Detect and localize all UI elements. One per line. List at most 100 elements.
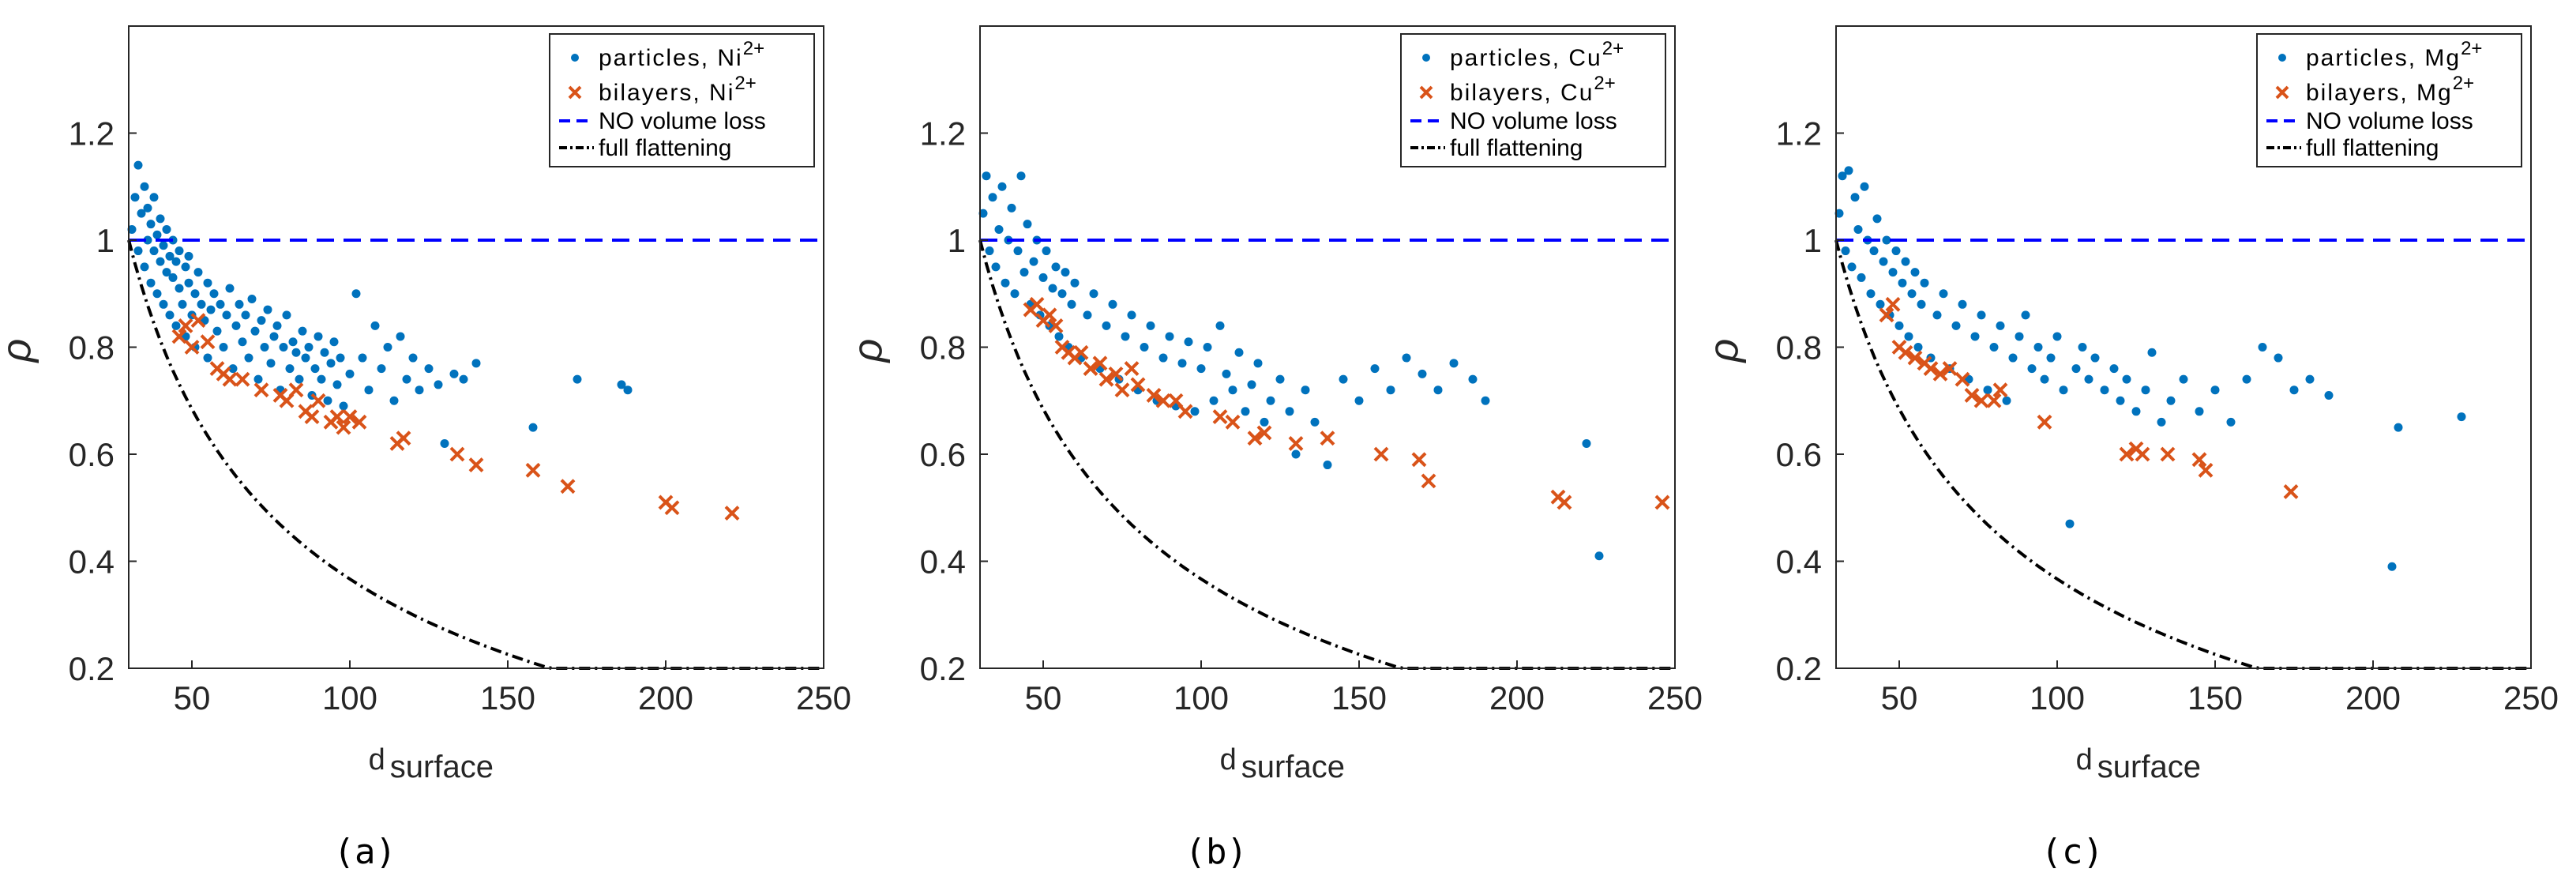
full-flattening-curve — [127, 239, 824, 670]
particle-point — [2179, 374, 2188, 384]
x-axis-label-main: d — [2076, 743, 2093, 777]
particle-point — [1834, 209, 1844, 218]
particle-point — [1418, 369, 1427, 378]
x-axis-label: d surface — [1220, 743, 1345, 784]
bilayer-point — [1654, 495, 1670, 510]
particle-point — [238, 337, 247, 347]
particle-point — [228, 364, 238, 374]
legend-bilayers-marker — [2275, 85, 2289, 100]
particle-point — [985, 246, 994, 256]
bilayer-point — [310, 393, 326, 408]
particle-point — [1067, 299, 1076, 309]
particle-point — [528, 423, 538, 432]
particle-point — [1023, 220, 1032, 229]
particle-point — [434, 380, 443, 389]
particle-point — [1029, 257, 1038, 266]
particle-point — [1266, 396, 1275, 405]
particle-point — [1951, 321, 1961, 330]
particle-point — [997, 182, 1007, 191]
particle-point — [2065, 519, 2075, 528]
y-ticks: 0.2 0.4 0.6 0.8 1 1.2 — [920, 115, 988, 687]
bilayer-point — [222, 371, 238, 387]
particle-point — [140, 182, 149, 191]
particle-point — [1888, 268, 1898, 277]
particle-point — [298, 326, 307, 336]
particle-point — [143, 203, 152, 212]
particle-point — [162, 224, 171, 234]
particle-point — [2387, 562, 2397, 571]
bilayer-point — [1885, 296, 1901, 312]
y-ticks: 0.2 0.4 0.6 0.8 1 1.2 — [69, 115, 137, 687]
particle-point — [329, 337, 339, 347]
particle-point — [1468, 374, 1478, 384]
particle-point — [1841, 246, 1850, 256]
particle-point — [2116, 396, 2125, 405]
particle-point — [266, 359, 276, 368]
bilayer-point — [2191, 452, 2207, 468]
particle-point — [1215, 321, 1225, 330]
legend: particles, Cu2+ bilayers, Cu2+ NO volume… — [1400, 33, 1666, 167]
particle-point — [301, 353, 310, 363]
particle-point — [351, 289, 361, 299]
legend-bilayers-text: bilayers, Ni — [599, 80, 734, 106]
particle-point — [149, 246, 159, 256]
particle-point — [250, 326, 260, 336]
bilayer-point — [2160, 446, 2176, 462]
particle-point — [165, 310, 175, 320]
particles-series — [978, 171, 1604, 561]
particle-point — [231, 321, 241, 330]
particle-point — [1222, 369, 1231, 378]
particle-point — [1898, 278, 1907, 288]
bilayer-point — [1256, 425, 1272, 441]
particle-point — [2457, 412, 2466, 422]
bilayer-point — [1114, 382, 1130, 398]
particle-point — [1847, 262, 1857, 272]
x-tick-label: 100 — [2030, 679, 2085, 716]
particle-point — [314, 332, 323, 341]
bilayer-point — [2198, 462, 2214, 478]
bilayers-series — [171, 313, 740, 521]
bilayer-point — [1029, 296, 1045, 312]
particle-point — [1089, 289, 1098, 299]
particle-point — [241, 310, 250, 320]
y-tick-label: 0.8 — [69, 329, 115, 367]
particle-point — [171, 257, 181, 266]
particle-point — [2166, 396, 2176, 405]
particle-point — [1048, 284, 1057, 293]
particle-point — [1913, 343, 1923, 352]
particle-point — [175, 284, 184, 293]
bilayer-point — [560, 479, 576, 495]
particle-point — [1907, 289, 1917, 299]
bilayer-point — [253, 382, 269, 398]
particle-point — [279, 343, 288, 352]
particle-point — [2071, 364, 2081, 374]
particle-point — [2131, 407, 2141, 416]
bilayers-series — [1023, 296, 1670, 510]
particle-point — [2141, 385, 2150, 395]
particle-point — [1291, 449, 1301, 459]
x-axis-label-sub: surface — [1241, 750, 1345, 784]
particle-point — [1958, 299, 1967, 309]
particle-point — [247, 295, 257, 304]
y-tick-label: 0.2 — [920, 650, 966, 687]
particle-point — [285, 364, 295, 374]
particle-point — [2015, 332, 2024, 341]
particle-point — [1234, 348, 1244, 357]
y-tick-label: 0.8 — [920, 329, 966, 367]
bilayer-point — [2119, 446, 2135, 462]
particle-point — [1939, 289, 1948, 299]
bilayer-point — [1098, 371, 1114, 387]
bilayer-point — [1955, 371, 1970, 387]
particle-point — [1253, 359, 1263, 368]
particle-point — [320, 348, 329, 357]
particle-point — [1872, 214, 1882, 224]
particle-point — [1996, 321, 2005, 330]
particle-point — [1866, 289, 1876, 299]
legend-bilayers-text: bilayers, Cu — [1450, 80, 1594, 106]
particle-point — [2289, 385, 2299, 395]
particle-point — [1190, 407, 1200, 416]
legend-particles-label: particles, Mg2+ — [2306, 38, 2482, 71]
bilayer-point — [1212, 409, 1228, 424]
particle-point — [1433, 385, 1443, 395]
particle-point — [291, 348, 301, 357]
